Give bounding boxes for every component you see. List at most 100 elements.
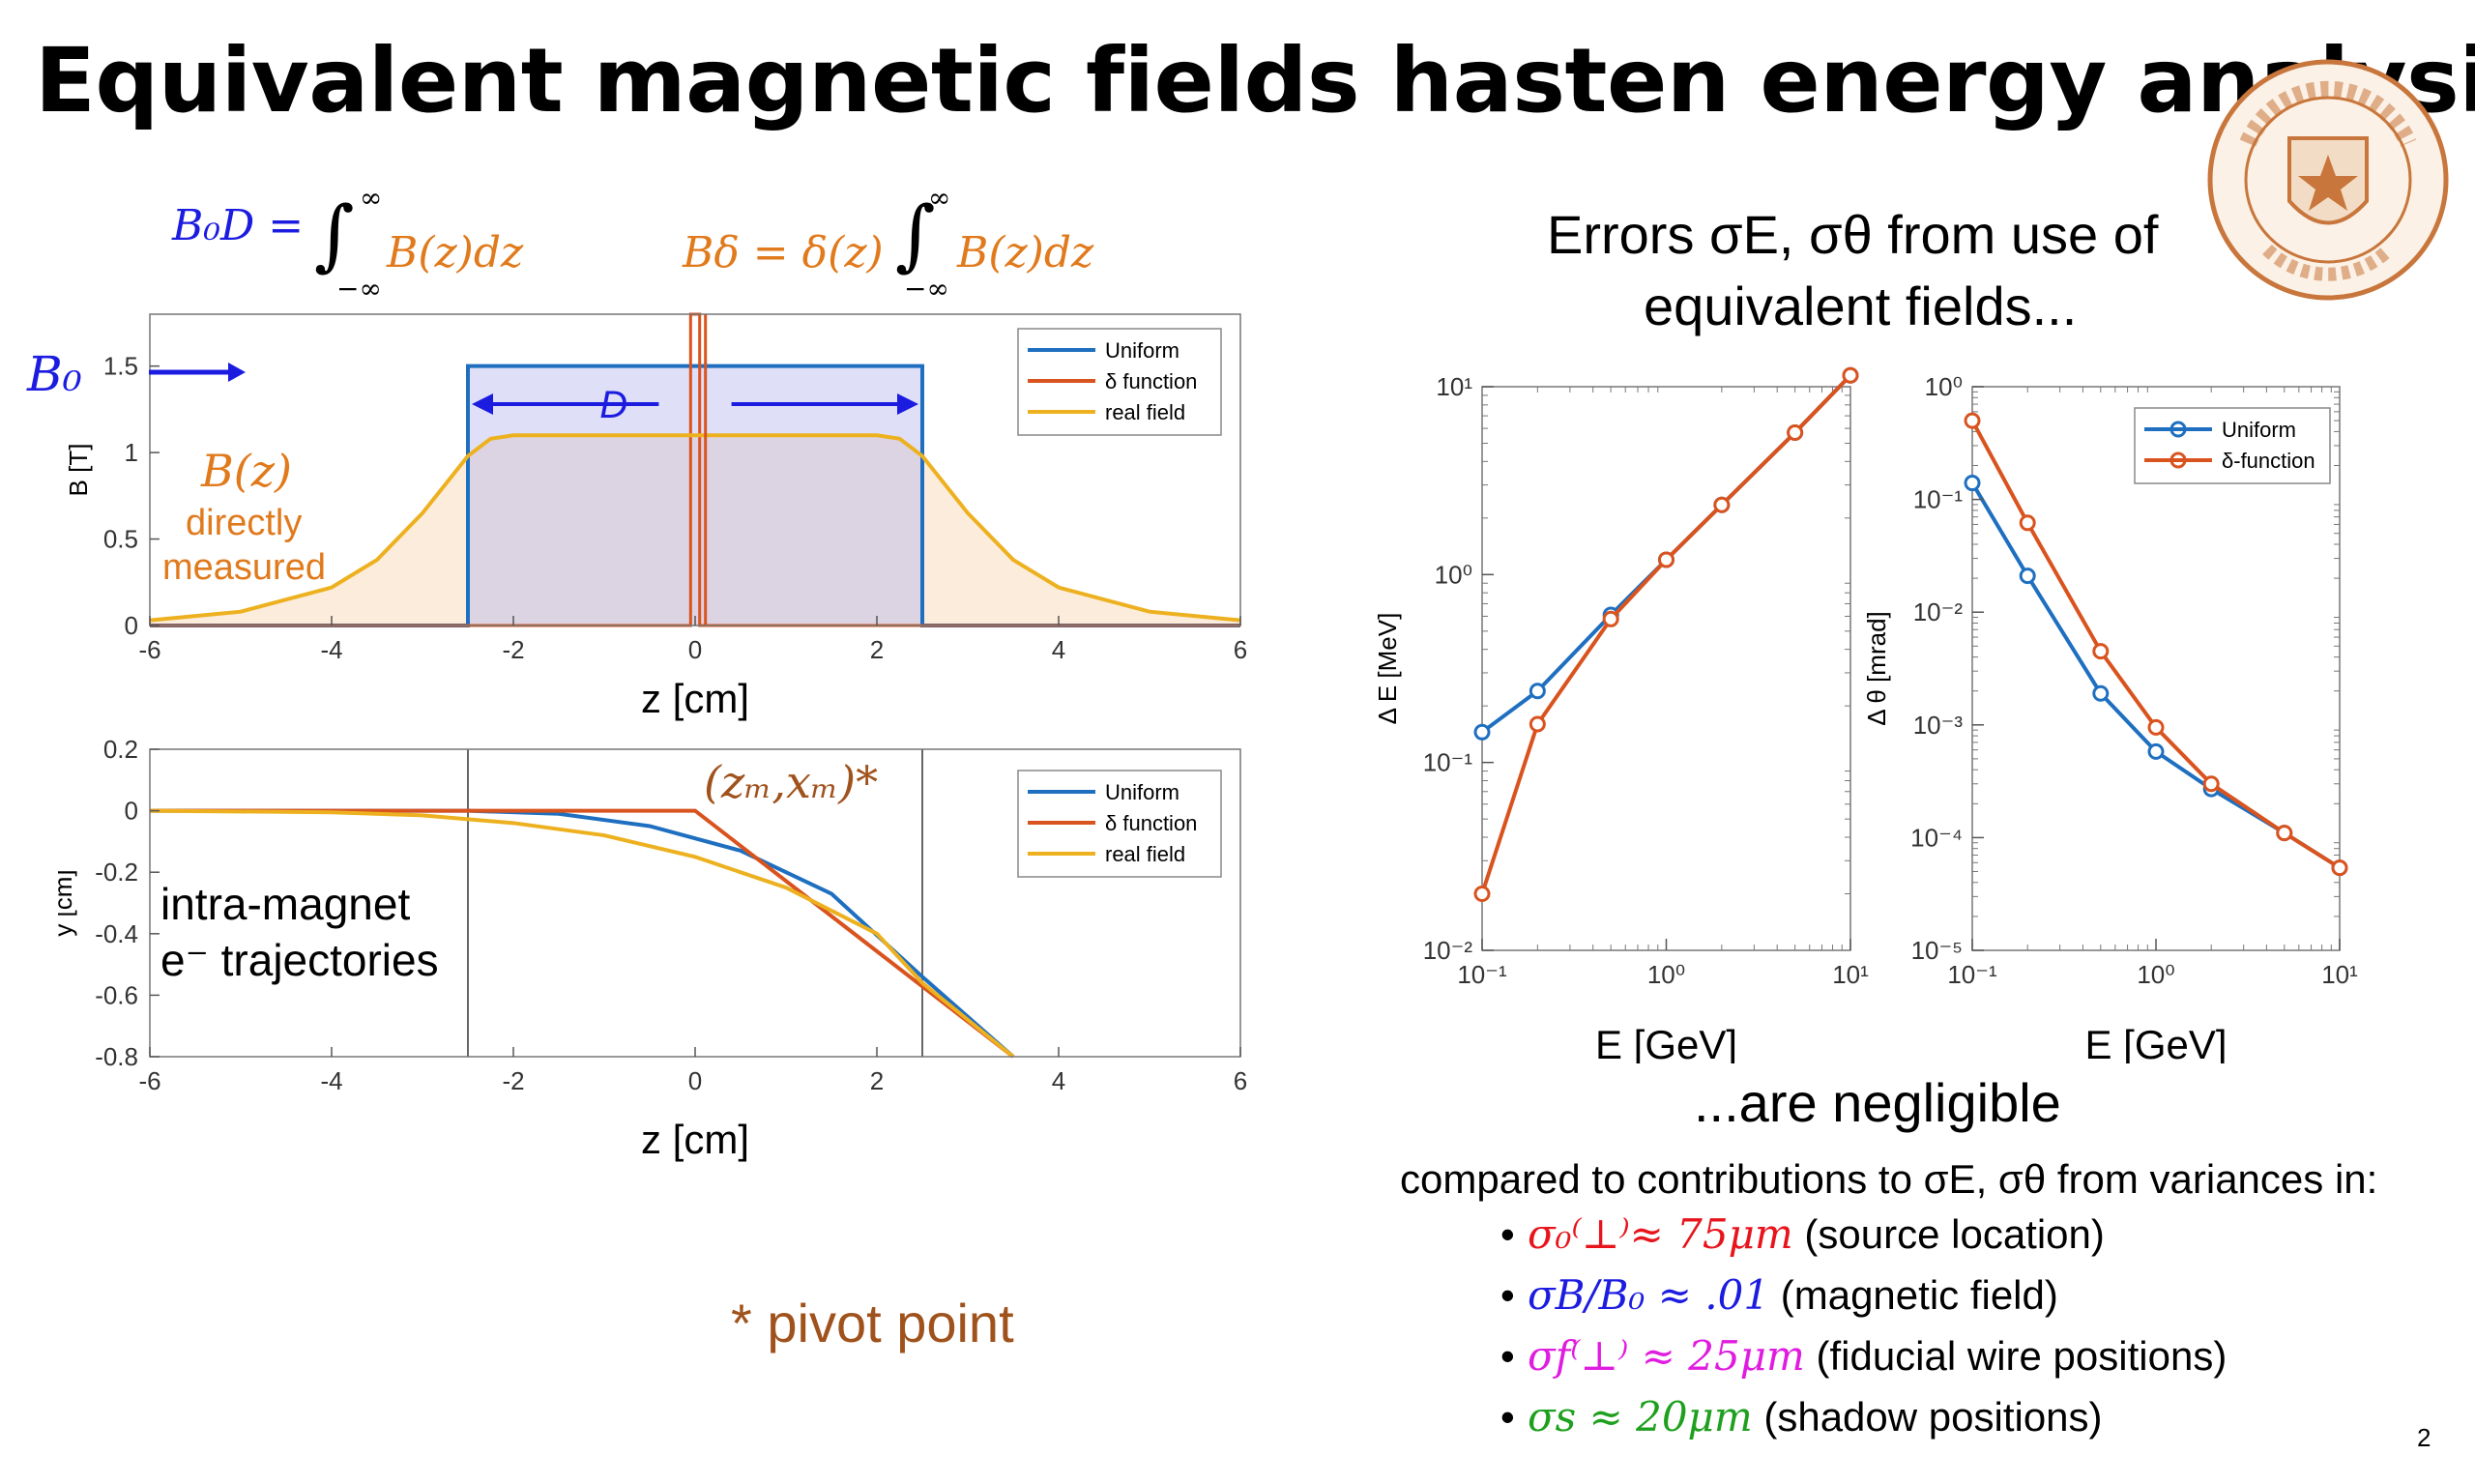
y-tick-label: 0 [125, 611, 138, 640]
legend-marker [2169, 451, 2187, 469]
y-axis-label: B [T] [64, 444, 93, 497]
x-tick-label: 6 [1234, 1066, 1247, 1095]
x-tick-label: -4 [320, 1066, 342, 1095]
traj-label-2: e⁻ trajectories [160, 935, 439, 985]
y-tick-label: 10⁻¹ [1423, 748, 1473, 777]
series-line-δ-function [1970, 420, 2342, 870]
series-line-Uniform [1970, 481, 2342, 870]
d-arrow-right-head-icon [897, 393, 918, 416]
legend-label: real field [1105, 400, 1185, 424]
chart-b-field: D -6 -4 -2 0 2 4 6 0 0.5 1 1.5 z [cm] B [T] Uniform δ f… [64, 312, 1247, 721]
compared-text: compared to contributions to σE, σθ from… [1400, 1156, 2378, 1202]
bullet-math: σ₀⁽⊥⁾≈ 75μm [1528, 1210, 1793, 1258]
legend-marker [2169, 421, 2187, 438]
legend-box [1017, 770, 1222, 878]
x-tick-label: 10⁻¹ [1457, 960, 1507, 989]
y-axis-label: y [cm] [58, 869, 77, 936]
bz-label: B(z) [201, 445, 292, 497]
legend-label: Uniform [2222, 418, 2296, 442]
x-tick-label: -6 [138, 1066, 160, 1095]
plot-frame [1481, 386, 1851, 951]
x-tick-label: 10¹ [1832, 960, 1869, 989]
x-tick-label: 10⁰ [1647, 960, 1685, 989]
y-tick-label: 0 [125, 797, 138, 826]
bullet-magnetic-field: • σB/B₀ ≈ .01 (magnetic field) [1500, 1271, 2058, 1319]
legend-box [2134, 407, 2331, 484]
y-tick-label: 1.5 [103, 352, 138, 381]
chart-delta-theta: 10⁻¹ 10⁰ 10¹ 10⁻⁵ 10⁻⁴ 10⁻³ 10⁻² 10⁻¹ 10⁰ E [GeV]… [1862, 372, 2358, 1063]
x-tick-label: 4 [1052, 635, 1065, 664]
pivot-note: * pivot point [731, 1293, 1014, 1353]
x-axis-label: E [GeV] [1595, 1022, 1737, 1063]
x-tick-label: -6 [138, 635, 160, 664]
x-tick-label: 10⁻¹ [1947, 960, 1997, 989]
bullet-text: (source location) [1792, 1211, 2105, 1257]
b0-arrow-icon [149, 363, 246, 382]
bullet-text: (shadow positions) [1752, 1394, 2103, 1440]
traj-label-1: intra-magnet [160, 879, 411, 929]
legend-label: δ function [1105, 369, 1197, 393]
data-point [2202, 775, 2220, 793]
y-tick-label: -0.4 [95, 919, 138, 948]
x-axis-label: z [cm] [641, 1117, 749, 1162]
b0-label: B₀ [27, 346, 82, 402]
university-seal-logo [2207, 59, 2449, 301]
x-tick-label: 10¹ [2321, 960, 2358, 989]
integral-lower-limit-2: −∞ [904, 273, 949, 305]
bullet-shadow-positions: • σs ≈ 20μm (shadow positions) [1500, 1393, 2103, 1440]
data-point [2147, 718, 2165, 736]
bullet-text: (magnetic field) [1769, 1272, 2058, 1318]
d-arrow-left-head-icon [472, 393, 493, 416]
data-point [2276, 825, 2293, 842]
data-point [1529, 683, 1546, 700]
errors-heading-2: equivalent fields... [1644, 276, 2078, 336]
y-axis-label: Δ E [MeV] [1373, 613, 1402, 725]
y-tick-label: 10⁻¹ [1913, 485, 1964, 514]
bullet-math: σf⁽⊥⁾ ≈ 25μm [1528, 1332, 1805, 1380]
y-axis-label: Δ θ [mrad] [1862, 611, 1891, 726]
variance-list: • σ₀⁽⊥⁾≈ 75μm (source location) • σB/B₀ ≈ … [1500, 1210, 2227, 1440]
data-point [2331, 859, 2348, 877]
y-tick-label: 10⁻² [1913, 597, 1964, 626]
data-point [1713, 496, 1731, 513]
y-tick-label: 10¹ [1436, 372, 1472, 401]
series-line-δ-function [1480, 373, 1852, 895]
formula-delta-lhs: Bδ = δ(z) [683, 228, 884, 277]
data-point [2147, 742, 2165, 760]
x-tick-label: 0 [688, 635, 702, 664]
y-tick-label: 10⁰ [1435, 560, 1472, 589]
page-number: 2 [2417, 1423, 2431, 1452]
y-tick-label: 0.5 [103, 525, 138, 554]
legend-label: real field [1105, 842, 1185, 866]
real-field-fill [150, 435, 1240, 626]
data-point [1964, 475, 1981, 492]
y-tick-label: 10⁻³ [1913, 711, 1964, 740]
legend-label: Uniform [1105, 780, 1179, 804]
formula-delta-rhs: B(z)dz [957, 228, 1094, 277]
data-point [1787, 423, 1804, 441]
data-point [1473, 885, 1491, 902]
x-tick-label: 10⁰ [2137, 960, 2174, 989]
chart-trajectories: -6 -4 -2 0 2 4 6 0.2 0 -0.2 -0.4 -0.6 -0.8 z [cm] y [c… [58, 735, 1247, 1162]
y-tick-label: 0.2 [103, 735, 138, 764]
data-point [2092, 643, 2110, 660]
formula-uniform-lhs: B₀D = [172, 201, 305, 250]
integral-lower-limit: −∞ [336, 273, 382, 305]
y-tick-label: 10⁰ [1925, 372, 1963, 401]
d-label: D [599, 384, 627, 426]
data-point [1473, 723, 1491, 741]
legend-label: δ function [1105, 811, 1197, 835]
uniform-field-fill [468, 365, 922, 626]
series-line-real-field [149, 808, 1015, 1059]
data-point [1842, 366, 1859, 384]
y-tick-label: 10⁻⁴ [1910, 823, 1963, 852]
data-point [2019, 567, 2036, 585]
x-tick-label: 2 [870, 635, 884, 664]
x-tick-label: 0 [688, 1066, 702, 1095]
bullet-source-location: • σ₀⁽⊥⁾≈ 75μm (source location) [1500, 1210, 2105, 1258]
legend-label: Uniform [1105, 338, 1179, 363]
y-tick-label: 10⁻² [1423, 936, 1473, 965]
bullet-text: (fiducial wire positions) [1804, 1333, 2228, 1379]
series-line-real-field [149, 433, 1241, 623]
